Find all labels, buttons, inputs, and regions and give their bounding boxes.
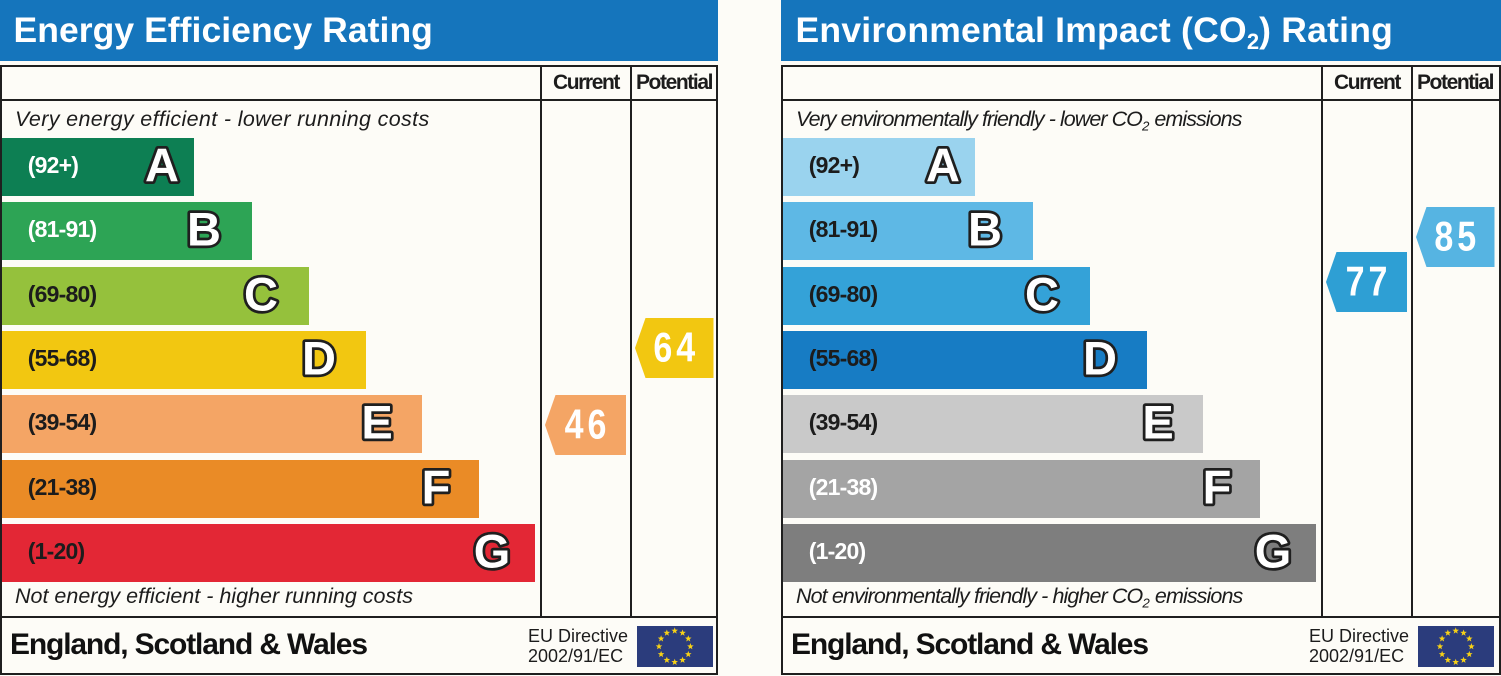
svg-text:A: A bbox=[145, 139, 179, 191]
svg-text:D: D bbox=[302, 332, 336, 384]
svg-text:A: A bbox=[926, 139, 960, 191]
svg-text:46: 46 bbox=[564, 403, 610, 449]
svg-text:64: 64 bbox=[653, 326, 699, 372]
svg-text:C: C bbox=[1025, 268, 1059, 320]
svg-text:B: B bbox=[968, 203, 1002, 255]
svg-text:E: E bbox=[1143, 396, 1174, 448]
svg-text:85: 85 bbox=[1434, 215, 1480, 261]
svg-text:G: G bbox=[1254, 525, 1291, 577]
svg-text:B: B bbox=[187, 203, 221, 255]
svg-text:77: 77 bbox=[1345, 260, 1391, 306]
svg-text:D: D bbox=[1083, 332, 1117, 384]
svg-text:F: F bbox=[422, 461, 451, 513]
svg-text:G: G bbox=[473, 525, 510, 577]
svg-text:E: E bbox=[362, 396, 393, 448]
svg-text:C: C bbox=[244, 268, 278, 320]
svg-text:F: F bbox=[1203, 461, 1232, 513]
